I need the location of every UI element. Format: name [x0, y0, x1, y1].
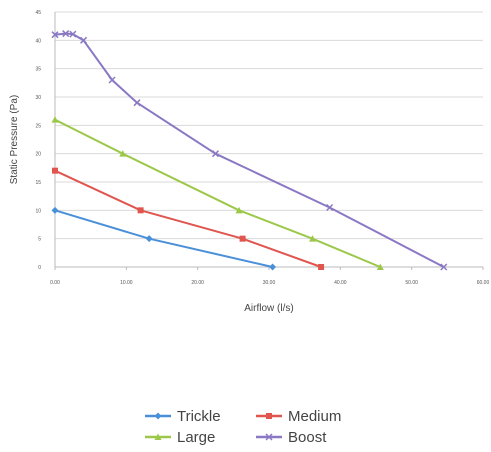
- data-point: [376, 263, 384, 270]
- x-tick-label: 0.00: [50, 280, 60, 286]
- x-tick-label: 60.00: [477, 280, 490, 286]
- data-point: [239, 235, 246, 242]
- data-point: [137, 207, 144, 214]
- series-layer: [51, 30, 448, 271]
- y-tick-label: 20: [35, 152, 41, 158]
- data-point: [269, 263, 277, 271]
- data-point: [145, 235, 153, 243]
- legend: Trickle Medium Large Boost: [145, 408, 341, 446]
- y-tick-label: 40: [35, 38, 41, 44]
- x-tick-label: 50.00: [405, 280, 418, 286]
- y-axis-title: Static Pressure (Pa): [9, 95, 20, 184]
- data-point: [51, 206, 59, 214]
- data-point: [52, 167, 58, 174]
- y-tick-label: 45: [35, 10, 41, 16]
- legend-item-trickle: Trickle: [145, 408, 221, 425]
- data-point: [309, 235, 317, 242]
- x-tick-label: 10.00: [120, 280, 133, 286]
- data-point: [318, 264, 325, 270]
- x-tick-label: 40.00: [334, 280, 347, 286]
- data-point: [108, 76, 116, 84]
- legend-item-medium: Medium: [256, 408, 341, 425]
- data-point: [266, 413, 272, 419]
- data-point: [211, 150, 220, 158]
- series-trickle: [51, 206, 277, 271]
- series-large: [51, 116, 384, 270]
- x-tick-label: 30.00: [263, 280, 276, 286]
- data-point: [326, 203, 334, 212]
- legend-label: Boost: [288, 429, 327, 446]
- data-point: [51, 116, 59, 123]
- data-point: [133, 99, 141, 107]
- axes: [54, 12, 484, 270]
- legend-item-large: Large: [145, 429, 215, 446]
- series-boost: [51, 30, 448, 271]
- x-tick-label: 20.00: [191, 280, 204, 286]
- series-line: [54, 169, 322, 268]
- legend-label: Medium: [288, 408, 341, 425]
- y-tick-label: 5: [38, 237, 41, 243]
- data-point: [154, 433, 162, 440]
- data-point: [119, 150, 127, 157]
- data-point: [62, 30, 70, 38]
- data-point: [235, 206, 243, 214]
- y-tick-label: 15: [35, 180, 41, 186]
- y-tick-label: 10: [35, 208, 41, 214]
- gridlines: [55, 11, 483, 268]
- tick-labels: 0 5 10 15 20 25 30 35 40 45 0.00 10.00 20.00 30.00 40.…: [35, 10, 489, 286]
- data-point: [69, 30, 77, 38]
- series-medium: [52, 167, 325, 270]
- data-point: [80, 36, 88, 44]
- y-tick-label: 30: [35, 95, 41, 101]
- legend-item-boost: Boost: [256, 429, 327, 446]
- legend-label: Large: [177, 429, 215, 446]
- y-tick-label: 0: [38, 265, 41, 271]
- data-point: [440, 263, 448, 271]
- data-point: [265, 433, 273, 441]
- legend-label: Trickle: [177, 408, 221, 425]
- y-tick-label: 25: [35, 123, 41, 129]
- y-tick-label: 35: [35, 67, 41, 73]
- data-point: [154, 412, 162, 420]
- data-point: [51, 31, 59, 39]
- x-axis-title: Airflow (l/s): [244, 303, 293, 314]
